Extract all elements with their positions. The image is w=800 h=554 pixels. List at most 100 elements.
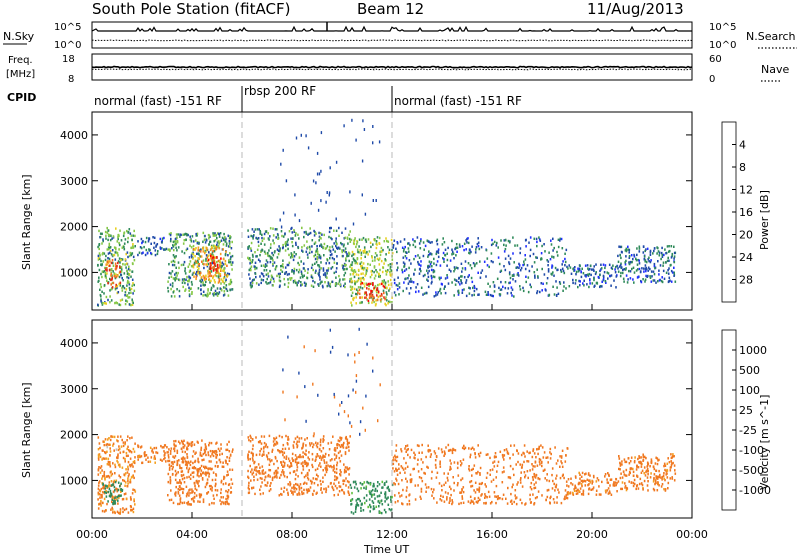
echo-cell <box>367 262 369 266</box>
echo-cell <box>322 440 324 443</box>
echo-cell <box>374 304 377 307</box>
echo-cell <box>511 294 513 297</box>
echo-cell <box>110 261 113 265</box>
echo-cell <box>189 244 191 247</box>
echo-cell <box>163 248 165 251</box>
echo-cell <box>267 272 269 275</box>
echo-cell <box>328 454 330 457</box>
echo-cell <box>481 493 483 496</box>
echo-cell <box>209 267 212 270</box>
echo-cell <box>654 267 656 270</box>
echo-cell <box>533 452 536 455</box>
echo-cell <box>273 471 276 475</box>
echo-cell <box>578 279 580 283</box>
echo-cell <box>633 482 636 486</box>
echo-cell <box>632 467 634 471</box>
echo-cell <box>339 460 342 463</box>
echo-cell <box>429 455 432 458</box>
echo-cell <box>119 266 121 269</box>
freq-left-tick-top: 18 <box>62 54 75 65</box>
echo-cell <box>519 269 522 272</box>
echo-cell <box>196 252 198 255</box>
echo-cell <box>484 290 487 293</box>
echo-cell <box>453 270 455 273</box>
echo-cell <box>291 486 293 490</box>
echo-cell <box>184 281 186 285</box>
echo-cell <box>173 440 175 443</box>
echo-cell <box>513 274 515 277</box>
echo-cell <box>127 230 130 234</box>
echo-cell <box>433 257 435 261</box>
echo-cell <box>156 451 159 455</box>
echo-cell <box>209 253 212 256</box>
echo-cell <box>388 251 390 254</box>
echo-cell <box>668 245 670 248</box>
echo-cell <box>250 265 253 268</box>
echo-cell <box>123 493 126 496</box>
echo-cell <box>399 495 401 498</box>
echo-cell <box>330 226 332 230</box>
echo-cell <box>331 486 334 490</box>
echo-cell <box>358 497 360 501</box>
echo-cell <box>122 450 125 453</box>
echo-cell <box>273 476 276 479</box>
echo-cell <box>427 275 430 279</box>
echo-cell <box>340 436 343 440</box>
echo-cell <box>341 231 343 234</box>
echo-cell <box>154 461 156 464</box>
echo-cell <box>311 452 314 456</box>
echo-cell <box>383 482 386 485</box>
echo-cell <box>182 263 185 266</box>
echo-cell <box>177 233 179 236</box>
echo-cell <box>222 465 225 468</box>
echo-cell <box>369 263 371 266</box>
echo-cell <box>253 265 256 268</box>
echo-cell <box>466 241 468 244</box>
echo-cell <box>435 466 437 469</box>
echo-cell <box>441 489 443 492</box>
echo-cell <box>213 250 216 253</box>
echo-cell <box>470 480 473 483</box>
echo-cell <box>408 259 411 262</box>
echo-cell <box>512 483 514 486</box>
echo-cell <box>129 251 132 255</box>
echo-cell <box>270 257 273 260</box>
echo-cell <box>169 283 172 286</box>
echo-cell <box>254 466 256 469</box>
echo-cell <box>249 281 252 285</box>
echo-cell <box>463 276 466 279</box>
echo-cell <box>210 441 213 445</box>
echo-cell <box>364 250 366 254</box>
echo-cell <box>132 282 134 285</box>
echo-cell <box>380 282 383 286</box>
echo-cell <box>231 261 234 264</box>
echo-cell <box>281 493 283 496</box>
echo-cell <box>501 481 504 484</box>
echo-cell <box>535 256 537 259</box>
echo-cell <box>201 279 204 282</box>
echo-cell <box>113 479 116 483</box>
echo-cell <box>284 272 286 275</box>
echo-cell <box>300 133 302 137</box>
echo-cell <box>212 256 215 259</box>
echo-cell <box>124 484 126 487</box>
echo-cell <box>112 270 114 273</box>
echo-cell <box>516 266 518 269</box>
echo-cell <box>251 228 254 231</box>
y-tick-label: 4000 <box>60 129 88 142</box>
echo-cell <box>287 435 289 439</box>
echo-cell <box>595 263 597 266</box>
echo-cell <box>359 481 362 485</box>
echo-cell <box>563 281 565 284</box>
echo-cell <box>498 286 500 290</box>
echo-cell <box>358 245 360 248</box>
echo-cell <box>649 476 652 479</box>
echo-cell <box>220 479 223 483</box>
echo-cell <box>442 495 444 498</box>
echo-cell <box>338 234 340 237</box>
echo-cell <box>295 487 298 491</box>
echo-cell <box>133 460 136 463</box>
echo-cell <box>453 448 455 451</box>
echo-cell <box>461 497 464 500</box>
echo-cell <box>512 453 514 456</box>
